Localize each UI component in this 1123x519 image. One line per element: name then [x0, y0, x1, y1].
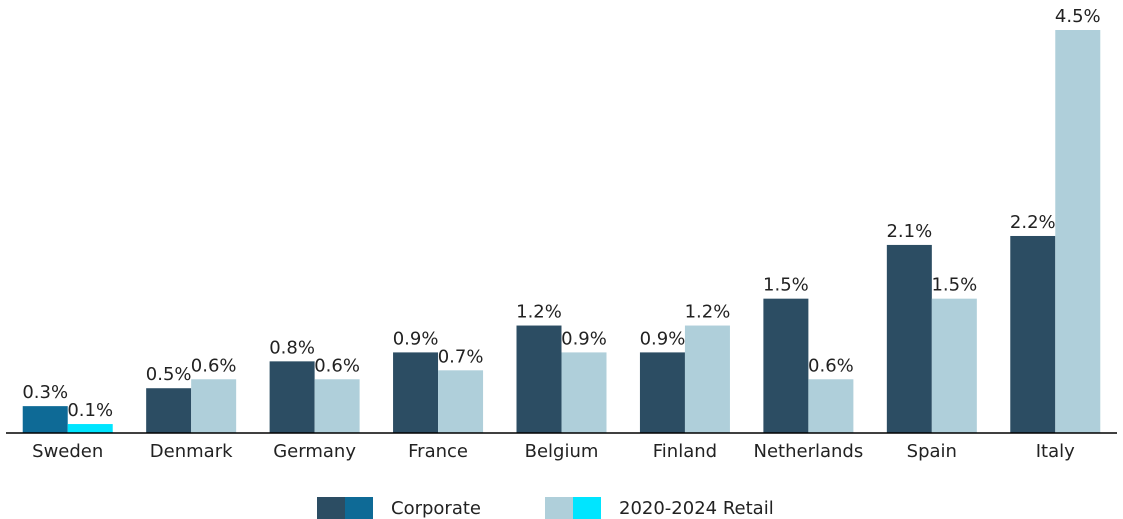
value-label: 0.9%: [561, 328, 607, 349]
value-label: 0.8%: [269, 337, 315, 358]
bar: [639, 352, 685, 433]
value-label: 1.2%: [516, 302, 562, 323]
bar: [684, 325, 730, 433]
bar: [314, 379, 360, 433]
value-label: 0.7%: [438, 346, 484, 367]
bar: [931, 298, 977, 433]
legend-swatch: [573, 497, 601, 519]
x-tick-label: Italy: [1036, 441, 1075, 462]
bar: [516, 325, 562, 433]
x-tick-label: Netherlands: [754, 441, 864, 462]
value-label: 0.1%: [67, 400, 113, 421]
value-label: 1.2%: [685, 302, 731, 323]
value-label: 0.9%: [393, 328, 439, 349]
bar: [67, 424, 113, 433]
legend-swatch: [317, 497, 346, 519]
x-tick-label: Germany: [273, 441, 356, 462]
legend-label: Corporate: [391, 498, 481, 519]
legend-label: 2020-2024 Retail: [619, 498, 774, 519]
bar: [438, 370, 484, 433]
x-tick-label: France: [408, 441, 468, 462]
x-tick-label: Spain: [907, 441, 957, 462]
value-label: 0.9%: [640, 328, 686, 349]
value-label: 2.1%: [886, 221, 932, 242]
value-label: 1.5%: [763, 275, 809, 296]
value-label: 2.2%: [1010, 212, 1056, 233]
bar: [1010, 235, 1056, 433]
x-tick-label: Denmark: [150, 441, 233, 462]
value-label: 1.5%: [931, 275, 977, 296]
value-label: 0.5%: [146, 364, 192, 385]
bar: [393, 352, 439, 433]
legend-swatch: [345, 497, 373, 519]
bar: [269, 361, 315, 433]
bar: [146, 388, 192, 433]
x-tick-label: Finland: [653, 441, 717, 462]
x-tick-label: Sweden: [32, 441, 103, 462]
bar: [561, 352, 607, 433]
value-label: 0.3%: [22, 382, 68, 403]
bar: [886, 244, 932, 433]
value-label: 4.5%: [1055, 6, 1101, 27]
value-label: 0.6%: [191, 355, 237, 376]
value-label: 0.6%: [808, 355, 854, 376]
bar: [763, 298, 809, 433]
bar: [808, 379, 854, 433]
value-label: 0.6%: [314, 355, 360, 376]
x-tick-label: Belgium: [525, 441, 599, 462]
bar: [22, 406, 68, 433]
legend-swatch: [545, 497, 574, 519]
bar: [191, 379, 237, 433]
bar: [1055, 30, 1101, 433]
